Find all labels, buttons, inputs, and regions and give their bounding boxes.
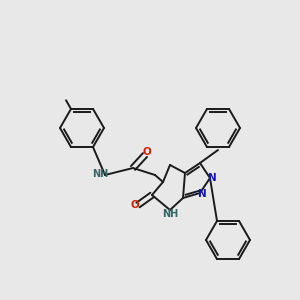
Text: N: N — [198, 189, 206, 199]
Text: O: O — [130, 200, 140, 210]
Text: NH: NH — [162, 209, 178, 219]
Text: NH: NH — [92, 169, 108, 179]
Text: N: N — [208, 173, 216, 183]
Text: O: O — [142, 147, 152, 157]
